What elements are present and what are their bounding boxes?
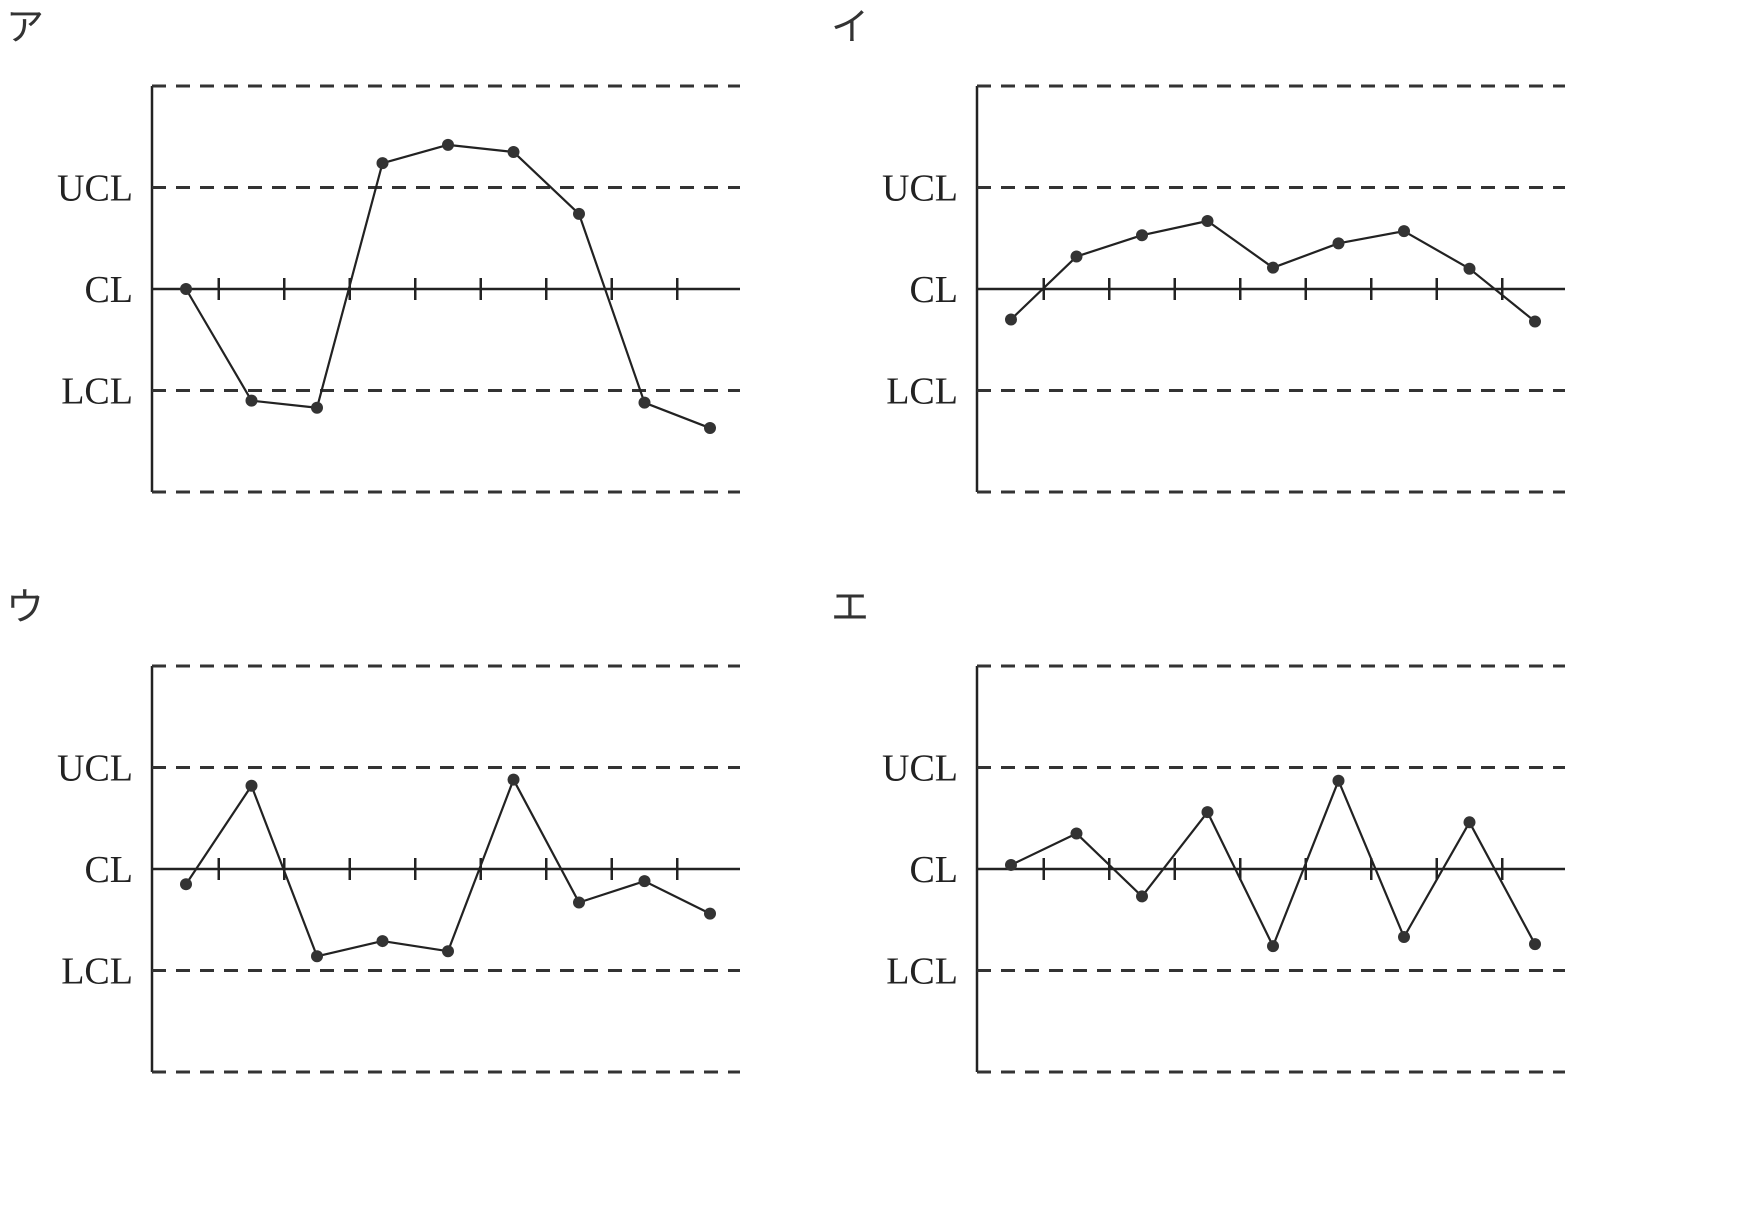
data-point-i (1332, 237, 1345, 250)
control-chart-e-svg: エ UCL CL LCL (831, 585, 1565, 1074)
data-point-a (573, 207, 585, 220)
panel-label-i: イ (831, 5, 869, 49)
data-point-a (180, 283, 192, 295)
data-point-a (704, 422, 716, 435)
data-point-e (1005, 858, 1017, 871)
control-chart-i: イ UCL CL LCL (825, 0, 1704, 603)
data-point-i (1267, 261, 1279, 274)
data-point-u (376, 935, 389, 948)
data-point-i (1136, 229, 1148, 242)
data-point-i (1070, 250, 1083, 263)
data-point-e (1070, 827, 1083, 840)
panel-label-u: ウ (6, 585, 44, 629)
control-chart-i-svg: イ UCL CL LCL (831, 5, 1565, 494)
ucl-label-e: UCL (882, 748, 958, 790)
data-point-u (311, 950, 323, 963)
cl-label-u: CL (84, 849, 133, 891)
control-chart-u-svg: ウ UCL CL LCL (6, 585, 740, 1074)
control-chart-a: ア UCL CL LCL (0, 0, 879, 603)
control-chart-e: エ UCL CL LCL (825, 580, 1704, 1183)
data-point-u (245, 779, 258, 792)
data-point-e (1201, 806, 1214, 819)
data-point-i (1398, 225, 1410, 238)
control-chart-a-svg: ア UCL CL LCL (6, 5, 740, 494)
data-point-e (1529, 938, 1541, 951)
data-point-u (507, 773, 520, 786)
cl-label-i: CL (909, 269, 958, 311)
data-point-a (376, 157, 389, 170)
data-point-e (1267, 940, 1279, 953)
data-point-u (442, 945, 454, 958)
panel-label-a: ア (6, 5, 44, 49)
data-point-i (1201, 214, 1214, 227)
control-chart-u: ウ UCL CL LCL (0, 580, 879, 1183)
data-point-e (1398, 931, 1410, 944)
data-point-e (1463, 816, 1476, 829)
data-point-a (638, 396, 651, 409)
lcl-label-a: LCL (61, 371, 133, 413)
data-point-i (1005, 313, 1017, 326)
panel-label-e: エ (831, 585, 869, 629)
data-point-a (507, 145, 520, 158)
data-point-i (1529, 315, 1541, 328)
data-point-i (1463, 262, 1476, 275)
ucl-label-u: UCL (57, 748, 133, 790)
data-point-a (245, 394, 258, 407)
series-line-e (1010, 779, 1536, 948)
data-point-a (311, 401, 323, 414)
data-point-u (638, 875, 651, 888)
data-point-u (573, 896, 585, 909)
data-point-a (442, 138, 454, 151)
data-point-u (704, 907, 716, 920)
data-point-e (1136, 890, 1148, 903)
cl-label-a: CL (84, 269, 133, 311)
lcl-label-e: LCL (886, 951, 958, 993)
lcl-label-u: LCL (61, 951, 133, 993)
data-point-u (180, 878, 192, 891)
data-point-e (1332, 774, 1345, 787)
ucl-label-i: UCL (882, 168, 958, 210)
lcl-label-i: LCL (886, 371, 958, 413)
cl-label-e: CL (909, 849, 958, 891)
ucl-label-a: UCL (57, 168, 133, 210)
